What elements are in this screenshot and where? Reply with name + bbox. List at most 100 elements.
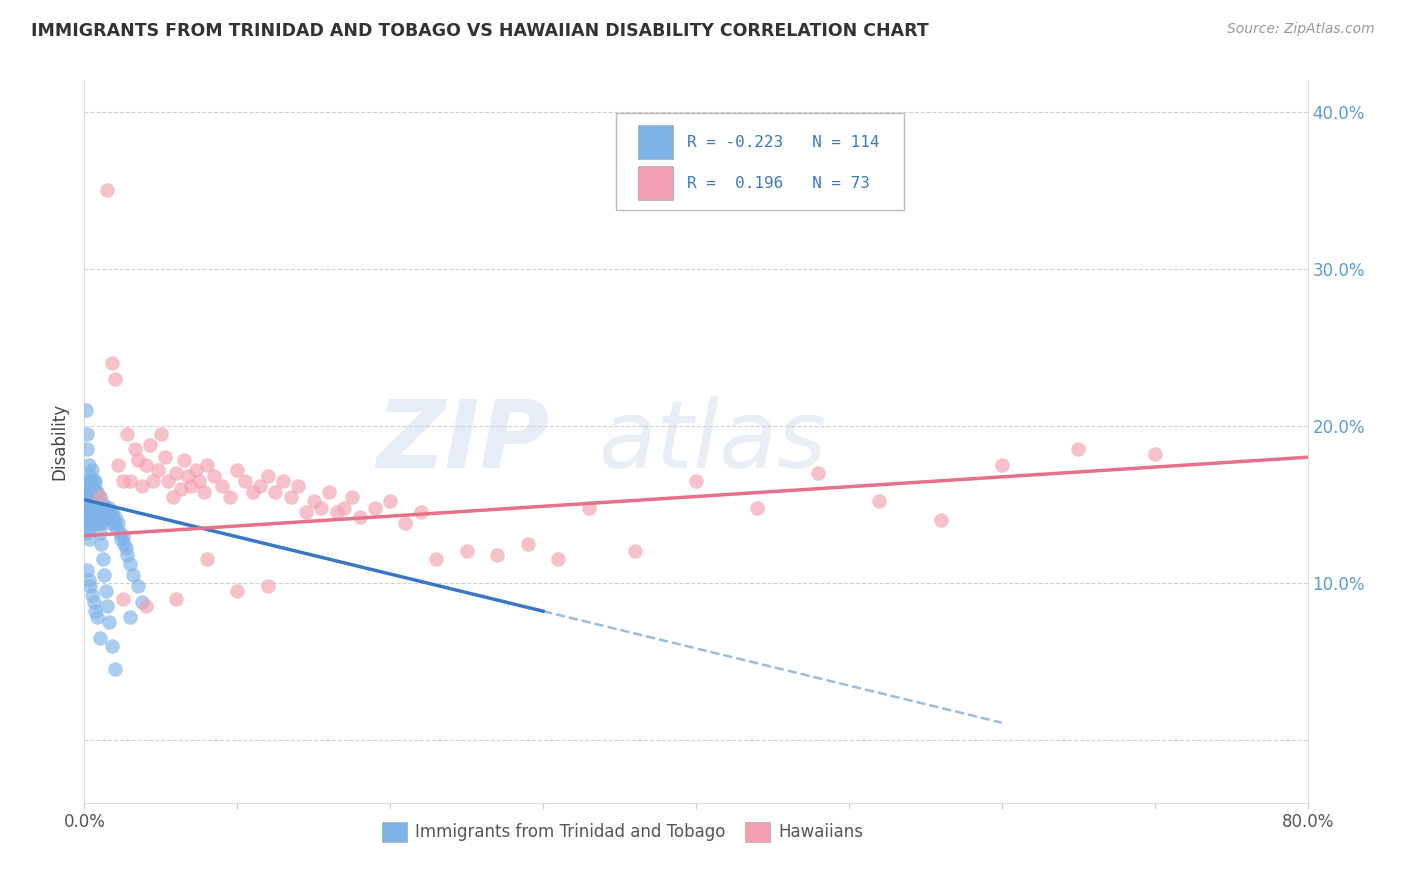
Point	[79, 484, 101, 499]
Point	[84, 490, 107, 504]
Point	[747, 500, 769, 515]
Point	[84, 604, 107, 618]
Point	[180, 478, 202, 492]
Point	[94, 500, 117, 515]
Point	[77, 505, 100, 519]
Point	[89, 516, 111, 531]
Point	[76, 563, 98, 577]
Text: R = -0.223   N = 114: R = -0.223 N = 114	[688, 135, 880, 150]
Point	[86, 497, 108, 511]
Point	[380, 494, 402, 508]
Point	[96, 505, 118, 519]
Point	[271, 474, 294, 488]
Point	[101, 639, 124, 653]
Point	[91, 552, 114, 566]
Point	[89, 505, 111, 519]
Point	[77, 474, 100, 488]
Point	[86, 484, 108, 499]
Point	[97, 615, 120, 630]
Point	[87, 505, 110, 519]
Point	[77, 490, 100, 504]
Point	[93, 568, 115, 582]
Point	[107, 458, 129, 472]
Point	[90, 516, 112, 531]
Point	[195, 552, 218, 566]
Point	[75, 525, 97, 540]
Point	[120, 474, 142, 488]
Point	[83, 505, 105, 519]
Point	[96, 510, 118, 524]
Point	[578, 500, 600, 515]
Point	[101, 510, 124, 524]
Legend: Immigrants from Trinidad and Tobago, Hawaiians: Immigrants from Trinidad and Tobago, Haw…	[375, 815, 870, 848]
Point	[1067, 442, 1090, 457]
Point	[124, 442, 146, 457]
Point	[325, 505, 347, 519]
Point	[76, 500, 98, 515]
Point	[86, 500, 108, 515]
Point	[111, 591, 134, 606]
Point	[101, 505, 124, 519]
Point	[425, 552, 447, 566]
Point	[97, 510, 120, 524]
Point	[75, 505, 97, 519]
Point	[991, 458, 1014, 472]
Point	[80, 589, 103, 603]
Point	[340, 490, 363, 504]
Point	[184, 463, 207, 477]
Point	[302, 494, 325, 508]
Text: R =  0.196   N = 73: R = 0.196 N = 73	[688, 176, 870, 191]
Point	[1143, 447, 1166, 461]
Point	[226, 583, 249, 598]
Point	[76, 442, 98, 457]
Point	[547, 552, 569, 566]
Point	[90, 505, 112, 519]
Point	[77, 573, 100, 587]
Point	[76, 490, 98, 504]
Point	[149, 426, 172, 441]
Point	[486, 548, 509, 562]
Point	[97, 500, 120, 515]
Point	[77, 458, 100, 472]
Point	[89, 490, 111, 504]
Point	[76, 521, 98, 535]
Point	[349, 510, 371, 524]
Point	[233, 474, 256, 488]
Point	[83, 484, 105, 499]
Point	[127, 579, 149, 593]
Text: Source: ZipAtlas.com: Source: ZipAtlas.com	[1227, 22, 1375, 37]
Point	[75, 516, 97, 531]
Point	[105, 521, 128, 535]
Point	[104, 516, 127, 531]
Point	[157, 474, 180, 488]
Point	[87, 516, 110, 531]
Point	[165, 466, 187, 480]
Point	[869, 494, 891, 508]
Point	[202, 469, 225, 483]
Point	[135, 458, 157, 472]
Point	[83, 497, 105, 511]
Point	[94, 583, 117, 598]
Point	[80, 478, 103, 492]
Point	[80, 490, 103, 504]
Point	[83, 513, 105, 527]
Point	[624, 544, 647, 558]
Point	[264, 484, 287, 499]
Point	[84, 510, 107, 524]
Point	[79, 500, 101, 515]
Point	[77, 478, 100, 492]
Point	[409, 505, 432, 519]
Point	[96, 599, 118, 614]
Point	[94, 505, 117, 519]
Point	[104, 510, 127, 524]
Point	[685, 474, 707, 488]
Point	[75, 403, 97, 417]
Point	[89, 631, 111, 645]
Point	[173, 453, 195, 467]
Point	[87, 510, 110, 524]
Point	[114, 541, 136, 556]
Point	[162, 490, 184, 504]
Text: atlas: atlas	[598, 396, 827, 487]
Point	[86, 610, 108, 624]
Point	[96, 183, 118, 197]
